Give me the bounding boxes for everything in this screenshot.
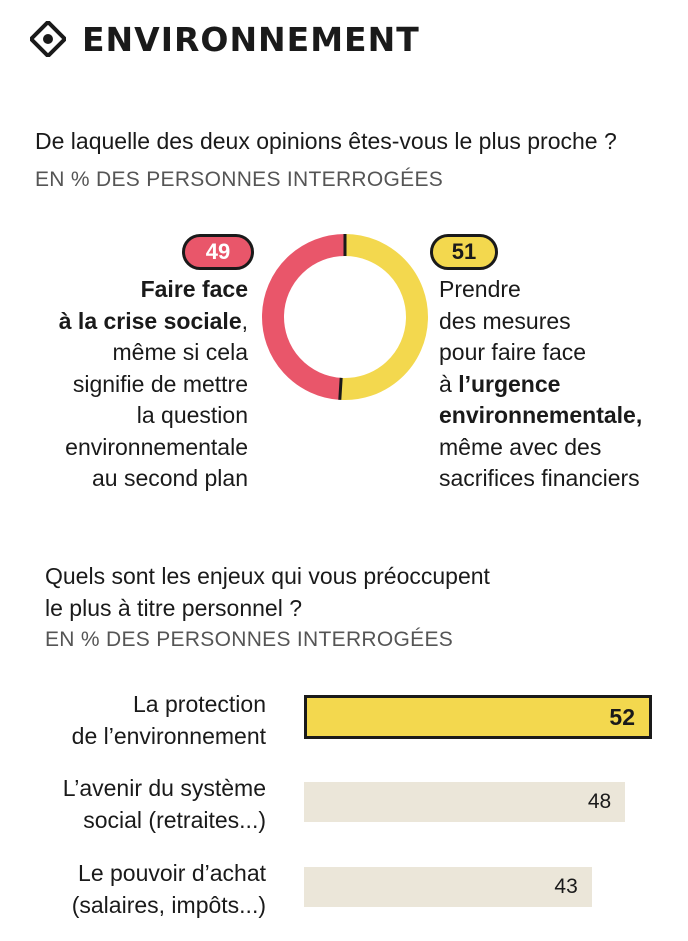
left-opinion-line: au second plan <box>91 465 248 491</box>
bar-label-line: L’avenir du système <box>62 775 266 801</box>
bar-value-label: 48 <box>587 790 612 813</box>
bar-row: Le pouvoir d’achat (salaires, impôts...) 4… <box>0 857 688 927</box>
question-2-line: Quels sont les enjeux qui vous préoccupe… <box>45 563 490 589</box>
header: ENVIRONNEMENT <box>30 14 420 64</box>
right-opinion-line: sacrifices financiers <box>439 465 640 491</box>
question-2: Quels sont les enjeux qui vous préoccupe… <box>45 560 490 624</box>
donut-slice-social <box>262 234 346 400</box>
left-opinion-text: Faire face à la crise sociale, même si cel… <box>8 274 248 495</box>
right-opinion-line: même avec des <box>439 433 602 460</box>
bar-label-line: La protection <box>133 691 266 717</box>
left-opinion-line: environnementale <box>65 433 248 460</box>
left-opinion-line: la question <box>136 402 248 428</box>
question-1: De laquelle des deux opinions êtes-vous … <box>35 128 617 154</box>
right-opinion-text: Prendre des mesures pour faire face à l’urg… <box>439 274 679 495</box>
bar-value-label: 52 <box>609 703 635 730</box>
right-value-badge: 51 <box>430 234 498 270</box>
bar-label-line: Le pouvoir d’achat <box>78 860 266 886</box>
right-opinion-line: pour faire face <box>439 339 587 365</box>
bar-label: L’avenir du système social (retraites...) <box>6 772 266 836</box>
question-2-line: le plus à titre personnel ? <box>45 595 302 621</box>
page-title: ENVIRONNEMENT <box>82 19 420 59</box>
bar: 48 <box>304 782 626 822</box>
bar-label: Le pouvoir d’achat (salaires, impôts...) <box>6 857 266 921</box>
bar-row: La protection de l’environnement 52 <box>0 688 688 758</box>
left-opinion-line: signifie de mettre <box>72 370 248 397</box>
right-opinion-line: à l’urgence <box>439 370 561 397</box>
bar-label: La protection de l’environnement <box>6 688 266 752</box>
right-opinion-line: des mesures <box>439 307 571 334</box>
left-opinion-line: Faire face <box>140 276 248 302</box>
donut-divider <box>338 377 343 400</box>
left-opinion-line: même si cela <box>112 339 248 365</box>
donut-slice-environment <box>339 234 428 400</box>
donut-chart <box>260 232 430 402</box>
bar: 43 <box>304 867 592 907</box>
right-opinion-line: environnementale, <box>439 402 643 428</box>
bar-label-line: (salaires, impôts...) <box>71 892 266 918</box>
bar-label-line: social (retraites...) <box>83 807 266 833</box>
question-2-subtitle: EN % DES PERSONNES INTERROGÉES <box>45 628 454 651</box>
right-opinion-line: Prendre <box>439 276 521 302</box>
bar: 52 <box>304 695 652 739</box>
left-opinion-line: à la crise sociale, <box>58 307 248 334</box>
bar-label-line: de l’environnement <box>71 723 266 749</box>
bar-value-label: 43 <box>554 875 578 898</box>
question-1-subtitle: EN % DES PERSONNES INTERROGÉES <box>35 168 444 191</box>
left-value-badge: 49 <box>182 234 254 270</box>
target-icon <box>30 21 66 57</box>
bar-row: L’avenir du système social (retraites...)… <box>0 772 688 842</box>
